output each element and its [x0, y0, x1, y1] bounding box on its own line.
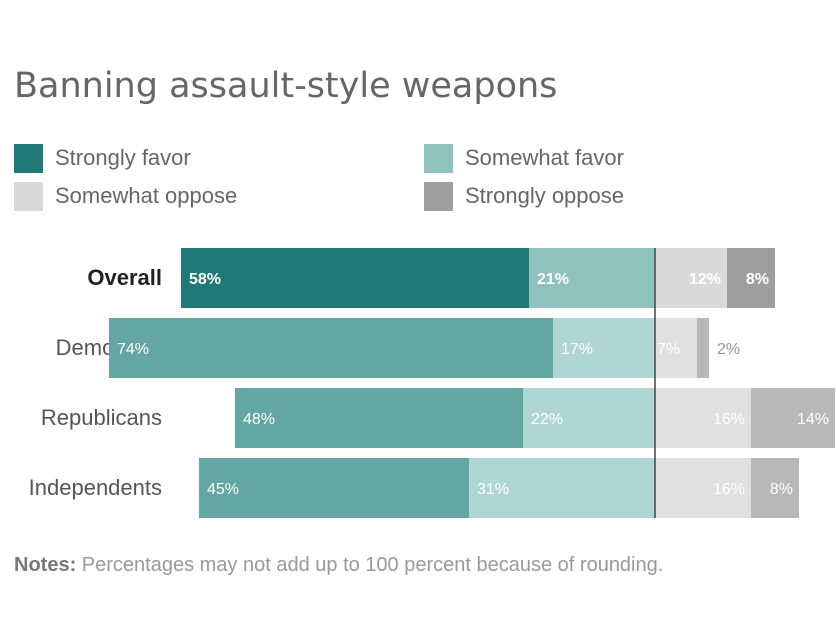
legend-swatch-somewhat-oppose — [14, 181, 43, 211]
bar-independents-somewhat-oppose — [655, 458, 751, 518]
value-label-independents-somewhat-favor: 31% — [477, 481, 509, 498]
value-label-republicans-strongly-favor: 48% — [243, 411, 275, 428]
value-label-overall-strongly-favor: 58% — [189, 271, 221, 288]
bar-independents-somewhat-favor — [469, 458, 655, 518]
bar-overall-strongly-oppose — [727, 248, 775, 308]
bar-republicans-somewhat-oppose — [655, 388, 751, 448]
legend-label-somewhat-oppose: Somewhat oppose — [55, 183, 238, 208]
legend-item-somewhat-oppose: Somewhat oppose — [14, 181, 237, 211]
value-label-overall-somewhat-favor: 21% — [537, 271, 569, 288]
legend-swatch-somewhat-favor — [424, 143, 453, 173]
legend-label-somewhat-favor: Somewhat favor — [465, 145, 624, 170]
value-label-independents-somewhat-oppose: 16% — [713, 481, 745, 498]
legend-swatch-strongly-oppose — [424, 181, 453, 211]
bar-republicans-somewhat-favor — [523, 388, 655, 448]
value-label-overall-strongly-oppose: 8% — [746, 271, 769, 288]
bar-republicans-strongly-favor — [235, 388, 523, 448]
legend-swatch-strongly-favor — [14, 143, 43, 173]
bar-overall-strongly-favor — [181, 248, 529, 308]
bar-democrats-strongly-oppose — [697, 318, 709, 378]
value-label-republicans-strongly-oppose: 14% — [797, 411, 829, 428]
bar-independents-strongly-oppose — [751, 458, 799, 518]
chart-title: Banning assault-style weapons — [14, 66, 558, 106]
row-label-overall: Overall — [87, 265, 162, 290]
bar-overall-somewhat-favor — [529, 248, 655, 308]
bar-republicans-strongly-oppose — [751, 388, 835, 448]
bar-democrats-somewhat-favor — [553, 318, 655, 378]
notes: Notes: Percentages may not add up to 100… — [14, 554, 663, 577]
value-label-democrats-somewhat-oppose: 7% — [657, 341, 680, 358]
value-label-democrats-strongly-oppose: 2% — [717, 341, 740, 358]
row-label-republicans: Republicans — [40, 405, 162, 430]
legend: Strongly favor Somewhat favor Somewhat o… — [14, 143, 674, 215]
notes-label: Notes: — [14, 554, 77, 576]
legend-item-strongly-oppose: Strongly oppose — [424, 181, 624, 211]
value-label-republicans-somewhat-oppose: 16% — [713, 411, 745, 428]
bar-democrats-strongly-favor — [109, 318, 553, 378]
value-label-democrats-strongly-favor: 74% — [117, 341, 149, 358]
legend-item-strongly-favor: Strongly favor — [14, 143, 191, 173]
value-label-independents-strongly-oppose: 8% — [770, 481, 793, 498]
bar-democrats-somewhat-oppose — [655, 318, 697, 378]
legend-label-strongly-oppose: Strongly oppose — [465, 183, 624, 208]
value-label-republicans-somewhat-favor: 22% — [531, 411, 563, 428]
value-label-independents-strongly-favor: 45% — [207, 481, 239, 498]
bar-independents-strongly-favor — [199, 458, 469, 518]
value-label-democrats-somewhat-favor: 17% — [561, 341, 593, 358]
bar-overall-somewhat-oppose — [655, 248, 727, 308]
row-label-independents: Independents — [28, 475, 162, 500]
legend-item-somewhat-favor: Somewhat favor — [424, 143, 624, 173]
notes-text: Percentages may not add up to 100 percen… — [76, 554, 664, 576]
value-label-overall-somewhat-oppose: 12% — [689, 271, 721, 288]
legend-label-strongly-favor: Strongly favor — [55, 145, 191, 170]
